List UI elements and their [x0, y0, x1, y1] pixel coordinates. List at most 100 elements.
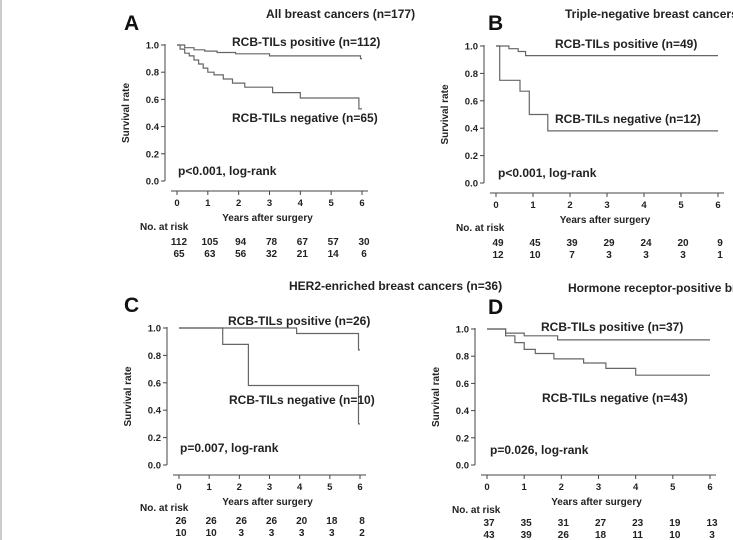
risk-table-header: No. at risk — [456, 223, 505, 234]
panel-title: All breast cancers (n=177) — [266, 7, 415, 21]
x-tick-label: 6 — [707, 482, 712, 493]
risk-value: 67 — [297, 237, 309, 248]
risk-value: 18 — [326, 516, 338, 527]
y-tick-label: 0.0 — [148, 461, 161, 472]
series-label-positive: RCB-TILs positive (n=49) — [555, 37, 697, 51]
x-tick-label: 3 — [604, 200, 609, 211]
x-tick-label: 4 — [297, 482, 303, 493]
series-label-negative: RCB-TILs negative (n=12) — [555, 112, 701, 126]
risk-value: 7 — [569, 250, 575, 261]
panel-c: C HER2-enriched breast cancers (n=36) 0.0 0… — [123, 279, 502, 539]
risk-value: 45 — [529, 238, 541, 249]
risk-table-header: No. at risk — [452, 505, 501, 516]
y-tick-label: 1.0 — [148, 324, 161, 335]
risk-value: 56 — [235, 249, 247, 260]
risk-value: 26 — [558, 530, 570, 540]
x-tick-label: 4 — [641, 200, 647, 211]
risk-value: 39 — [521, 530, 533, 540]
y-tick-label: 1.0 — [146, 41, 159, 52]
p-value-annotation: p=0.007, log-rank — [180, 441, 279, 455]
risk-value: 12 — [492, 250, 504, 261]
risk-value: 30 — [358, 237, 370, 248]
x-tick-label: 3 — [267, 482, 272, 493]
risk-value: 105 — [201, 237, 218, 248]
risk-value: 3 — [606, 250, 612, 261]
risk-value: 1 — [717, 250, 723, 261]
y-tick-label: 0.4 — [465, 124, 479, 135]
risk-value: 26 — [266, 516, 278, 527]
risk-value: 20 — [296, 516, 308, 527]
x-tick-label: 2 — [237, 482, 242, 493]
panel-d: D Hormone receptor-positive breast cancer… — [431, 281, 733, 540]
x-tick-label: 2 — [559, 482, 564, 493]
y-tick-label: 0.8 — [148, 351, 161, 362]
risk-value: 20 — [677, 238, 689, 249]
y-axis-label: Survival rate — [440, 84, 451, 144]
curve-tils-negative — [179, 327, 360, 425]
x-axis-label: Years after surgery — [222, 497, 313, 508]
y-tick-label: 0.2 — [465, 151, 478, 162]
y-tick-label: 0.4 — [148, 406, 162, 417]
panel-b: B Triple-negative breast cancers (n=61) 0.… — [440, 7, 733, 261]
series-label-negative: RCB-TILs negative (n=65) — [232, 111, 378, 125]
risk-value: 57 — [328, 237, 340, 248]
y-tick-label: 0.2 — [146, 149, 159, 160]
x-tick-label: 0 — [484, 482, 489, 493]
risk-value: 39 — [566, 238, 578, 249]
panel-letter: C — [124, 294, 139, 317]
y-tick-label: 1.0 — [456, 325, 469, 336]
x-tick-label: 6 — [715, 200, 720, 211]
panel-letter: A — [124, 12, 139, 35]
risk-table-header: No. at risk — [140, 222, 189, 233]
x-tick-label: 1 — [522, 482, 528, 493]
panel-letter: D — [488, 296, 503, 319]
y-tick-label: 0.0 — [465, 179, 478, 190]
y-tick-label: 0.8 — [456, 352, 469, 363]
curve-tils-positive — [496, 45, 718, 57]
x-tick-label: 1 — [207, 482, 213, 493]
y-tick-label: 0.0 — [146, 177, 159, 188]
x-tick-label: 5 — [670, 482, 676, 493]
panel-title: Triple-negative breast cancers (n=61) — [565, 7, 733, 21]
risk-value: 29 — [603, 238, 615, 249]
risk-table-header: No. at risk — [140, 503, 189, 514]
y-axis-label: Survival rate — [431, 367, 442, 427]
curve-tils-negative — [496, 45, 718, 132]
curve-tils-negative — [177, 44, 362, 110]
y-axis-label: Survival rate — [121, 83, 132, 143]
risk-value: 65 — [173, 249, 185, 260]
series-label-positive: RCB-TILs positive (n=37) — [541, 320, 683, 334]
panel-letter: B — [488, 12, 503, 35]
curve-tils-positive — [177, 44, 362, 60]
risk-value: 23 — [632, 518, 644, 529]
p-value-annotation: p=0.026, log-rank — [490, 443, 589, 457]
risk-value: 26 — [175, 516, 187, 527]
risk-value: 21 — [297, 249, 309, 260]
series-label-negative: RCB-TILs negative (n=10) — [229, 393, 375, 407]
risk-value: 3 — [269, 528, 275, 539]
x-tick-label: 4 — [298, 198, 304, 209]
risk-value: 3 — [329, 528, 335, 539]
panel-title: Hormone receptor-positive breast cancer … — [568, 281, 733, 295]
y-tick-label: 0.6 — [465, 96, 478, 107]
risk-value: 13 — [706, 518, 718, 529]
risk-value: 26 — [236, 516, 248, 527]
y-tick-label: 0.2 — [456, 433, 469, 444]
risk-value: 112 — [171, 237, 188, 248]
risk-value: 8 — [359, 516, 365, 527]
risk-value: 35 — [521, 518, 533, 529]
curve-tils-negative — [487, 328, 710, 376]
x-tick-label: 0 — [176, 482, 181, 493]
risk-value: 3 — [709, 530, 715, 540]
y-tick-label: 0.4 — [456, 406, 470, 417]
risk-value: 3 — [239, 528, 245, 539]
y-tick-label: 0.8 — [465, 69, 478, 80]
risk-value: 32 — [266, 249, 278, 260]
risk-value: 10 — [669, 530, 681, 540]
x-tick-label: 2 — [567, 200, 572, 211]
curve-tils-positive — [179, 327, 360, 351]
risk-value: 78 — [266, 237, 278, 248]
x-tick-label: 2 — [236, 198, 241, 209]
x-axis-label: Years after surgery — [551, 497, 642, 508]
